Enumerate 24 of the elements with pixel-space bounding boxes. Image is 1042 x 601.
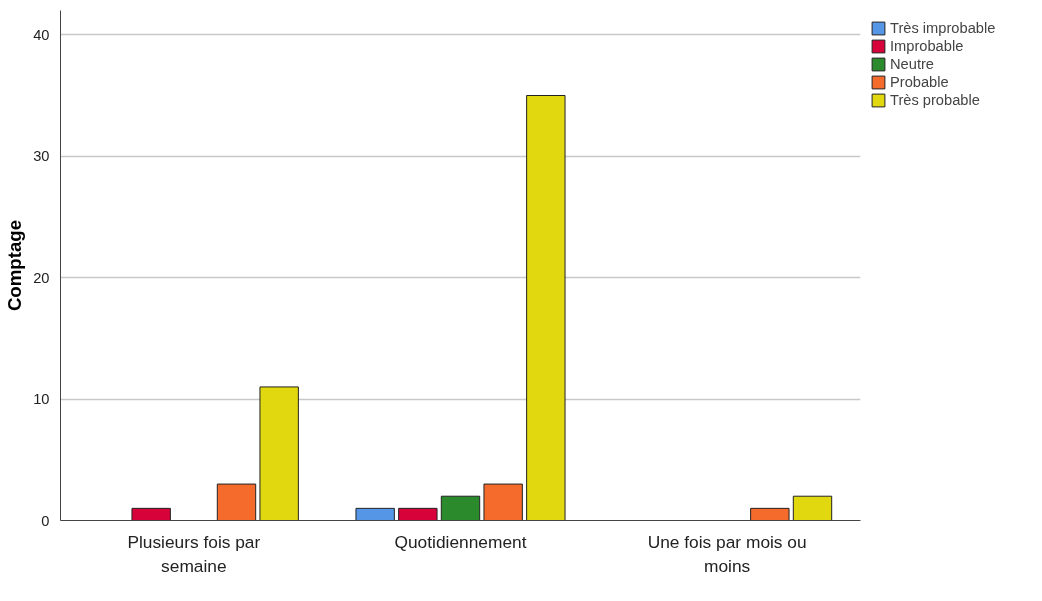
y-tick-label: 0 [41,512,50,529]
bar [216,483,257,521]
y-tick-label: 20 [33,269,50,286]
y-tick-label: 30 [33,148,50,165]
legend-label: Improbable [890,38,964,54]
legend-label: Très improbable [890,20,996,36]
bar [526,95,566,521]
bar [398,507,438,521]
bar [483,483,523,521]
bar [750,507,790,521]
bar [131,507,171,521]
y-tick-label: 10 [33,391,50,408]
bar [355,507,395,521]
x-tick-label: Plusieurs fois par semaine [127,531,261,576]
bar [792,495,833,521]
y-tick-label: 40 [33,26,50,43]
legend-label: Très probable [890,92,980,108]
legend-label: Neutre [890,56,934,72]
x-tick-label: Une fois par mois ou moins [647,531,807,576]
bar [440,495,481,521]
legend-label: Probable [890,74,949,90]
y-axis-title: Comptage [4,219,26,312]
x-tick-label: Quotidiennement [394,531,527,552]
bar [259,386,299,521]
